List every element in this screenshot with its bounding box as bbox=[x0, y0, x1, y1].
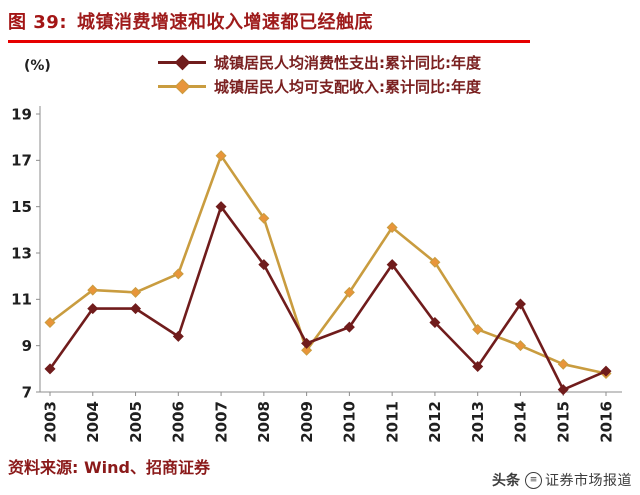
legend-marker-income bbox=[158, 78, 206, 95]
svg-text:2014: 2014 bbox=[512, 401, 530, 443]
svg-text:2004: 2004 bbox=[84, 401, 102, 443]
svg-text:2006: 2006 bbox=[170, 401, 188, 443]
legend-item-income: 城镇居民人均可支配收入:累计同比:年度 bbox=[158, 74, 640, 98]
legend-label-income: 城镇居民人均可支配收入:累计同比:年度 bbox=[214, 77, 481, 96]
watermark-platform: 头条 bbox=[492, 473, 520, 489]
svg-text:2010: 2010 bbox=[341, 401, 359, 443]
line-chart: 7 9 11 13 15 17 19 2003 2004 2005 2006 2007 2008 2009… bbox=[11, 105, 622, 443]
title-underline bbox=[8, 40, 530, 43]
svg-text:2016: 2016 bbox=[597, 401, 615, 443]
svg-text:2009: 2009 bbox=[298, 401, 316, 443]
svg-text:17: 17 bbox=[11, 152, 32, 170]
svg-text:2008: 2008 bbox=[255, 401, 273, 443]
figure-title: 城镇消费增速和收入增速都已经触底 bbox=[77, 12, 374, 33]
legend-label-consumption: 城镇居民人均消费性支出:累计同比:年度 bbox=[214, 53, 481, 72]
toutiao-logo-icon: ≡ bbox=[525, 471, 542, 489]
svg-text:19: 19 bbox=[11, 105, 32, 123]
svg-text:2003: 2003 bbox=[41, 401, 59, 443]
svg-text:13: 13 bbox=[11, 244, 32, 262]
watermark: 头条 ≡ 证券市场报道 bbox=[492, 470, 632, 490]
diamond-marker-icon bbox=[174, 78, 191, 95]
legend-marker-consumption bbox=[158, 54, 206, 71]
legend-item-consumption: 城镇居民人均消费性支出:累计同比:年度 bbox=[158, 50, 640, 74]
svg-text:2005: 2005 bbox=[127, 401, 145, 443]
y-axis-unit-label: (%) bbox=[24, 58, 51, 74]
watermark-handle: 证券市场报道 bbox=[545, 473, 632, 489]
svg-text:15: 15 bbox=[11, 198, 32, 216]
figure-number: 图 39: bbox=[8, 12, 68, 33]
diamond-marker-icon bbox=[174, 54, 191, 71]
figure-title-row: 图 39: 城镇消费增速和收入增速都已经触底 bbox=[8, 8, 640, 34]
svg-text:7: 7 bbox=[22, 383, 32, 401]
source-note: 资料来源: Wind、招商证券 bbox=[8, 458, 210, 477]
svg-text:2013: 2013 bbox=[469, 401, 487, 443]
svg-text:9: 9 bbox=[22, 337, 32, 355]
svg-text:2012: 2012 bbox=[426, 401, 444, 443]
svg-text:11: 11 bbox=[11, 291, 32, 309]
svg-text:2011: 2011 bbox=[383, 401, 401, 443]
svg-text:2015: 2015 bbox=[554, 401, 572, 443]
svg-text:2007: 2007 bbox=[212, 401, 230, 443]
figure-header: 图 39: 城镇消费增速和收入增速都已经触底 bbox=[0, 0, 640, 43]
chart-legend: 城镇居民人均消费性支出:累计同比:年度 城镇居民人均可支配收入:累计同比:年度 bbox=[158, 50, 640, 98]
